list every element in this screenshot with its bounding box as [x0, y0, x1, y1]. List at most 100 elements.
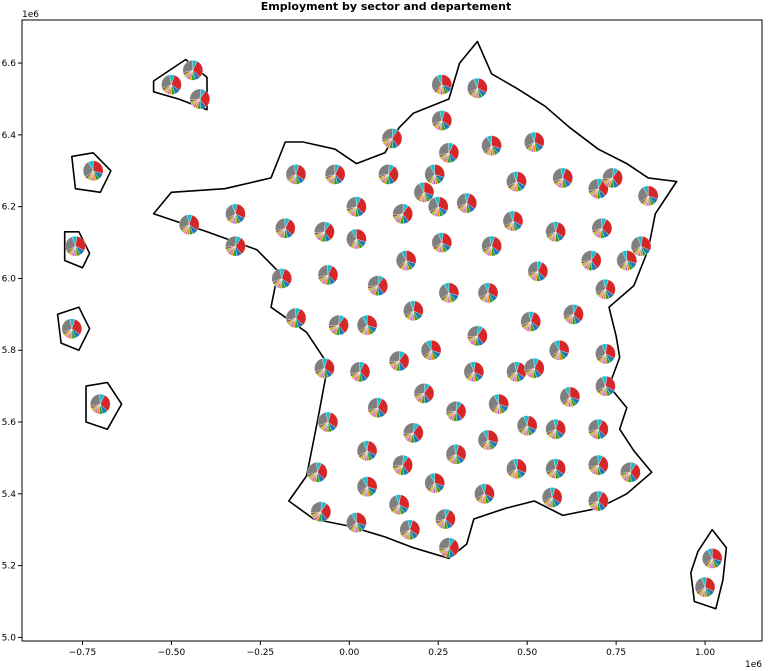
pie-chart [367, 275, 388, 296]
pie-chart [581, 250, 602, 271]
pie-chart [403, 422, 424, 443]
pie-chart [488, 393, 509, 415]
pie-chart [516, 415, 538, 436]
pie-slice [560, 167, 566, 178]
pie-chart [285, 164, 307, 185]
pie-slice [235, 236, 242, 247]
pie-slice [362, 314, 368, 326]
pie-slice [231, 203, 238, 215]
island-outline [152, 58, 208, 111]
pie-slice [391, 128, 398, 139]
pie-chart [90, 393, 111, 415]
pie-slice [514, 361, 520, 372]
y-tick-label: 5.8 [2, 346, 17, 356]
island-outline [56, 306, 91, 351]
pie-chart [506, 458, 527, 479]
pie-chart [357, 476, 378, 497]
pie-slice [553, 419, 559, 430]
pie-slice [418, 182, 425, 193]
pie-slice [199, 88, 206, 100]
pie-slice [630, 462, 637, 473]
x-offset-label: 1e6 [745, 660, 762, 670]
pie-chart [392, 203, 413, 224]
pie-slice [470, 361, 476, 372]
pie-chart [694, 577, 716, 598]
pie-chart [588, 178, 609, 199]
pie-slice [351, 512, 357, 523]
pie-slice [99, 393, 105, 405]
pie-chart [481, 135, 502, 156]
pie-chart [328, 315, 349, 336]
pie-slice [388, 164, 395, 175]
pie-chart [346, 228, 367, 250]
pie-slice [553, 458, 559, 469]
pie-slice [402, 455, 409, 466]
pie-slice [493, 393, 499, 405]
pie-slice [327, 264, 333, 276]
pie-slice [701, 577, 707, 588]
pie-chart [445, 444, 467, 465]
pie-slice [509, 210, 515, 222]
pie-chart [549, 340, 570, 361]
pie-slice [489, 235, 495, 247]
x-tick-label: 0.50 [517, 648, 537, 658]
pie-chart [481, 235, 502, 257]
pie-chart [367, 397, 388, 418]
pie-slice [549, 487, 556, 498]
y-tick-label: 5.0 [2, 633, 17, 643]
pie-chart [506, 361, 527, 382]
pie-slice [473, 78, 480, 89]
pie-slice [707, 548, 713, 559]
pie-chart [424, 164, 445, 185]
pie-chart [314, 221, 335, 242]
pie-chart [314, 358, 335, 379]
pie-slice [530, 131, 536, 143]
pie-chart [317, 411, 339, 433]
x-tick-label: −0.50 [158, 648, 186, 658]
pie-chart [588, 454, 609, 476]
pie-chart [349, 361, 371, 382]
pie-slice [436, 74, 442, 85]
pie-chart [307, 462, 328, 483]
pie-chart [588, 419, 609, 440]
pie-slice [484, 282, 490, 294]
pie-slice [69, 318, 75, 330]
pie-slice [564, 386, 571, 397]
pie-chart [445, 401, 467, 422]
pie-slice [453, 444, 460, 455]
pie-chart [346, 512, 367, 533]
pie-chart [438, 142, 460, 163]
pie-slice [363, 440, 369, 452]
pie-slice [533, 358, 539, 369]
y-tick-label: 6.6 [2, 59, 17, 69]
pie-slice [464, 192, 470, 204]
pie-slice [601, 343, 608, 355]
x-tick-label: −0.25 [247, 648, 275, 658]
x-tick-label: 0.25 [428, 648, 448, 658]
y-tick-label: 6.4 [2, 131, 17, 141]
pie-slice [597, 454, 603, 466]
island-outline [63, 231, 91, 269]
pie-slice [601, 376, 608, 387]
pie-chart [389, 350, 410, 372]
pie-chart [83, 160, 104, 181]
pie-chart [317, 264, 339, 286]
pie-chart [524, 358, 545, 379]
pie-chart [225, 236, 246, 257]
pie-chart [431, 110, 452, 131]
pie-slice [429, 164, 435, 175]
pie-chart [428, 196, 449, 217]
pie-slice [293, 164, 300, 175]
pie-slice [480, 483, 487, 495]
pie-slice [477, 325, 484, 336]
pie-slice [537, 261, 543, 272]
x-tick-label: 0.00 [339, 648, 359, 658]
pie-slice [402, 203, 409, 215]
pie-slice [591, 250, 598, 261]
pie-slice [482, 429, 489, 441]
pie-slice [523, 415, 529, 427]
pie-slice [334, 164, 340, 175]
pie-slice [423, 383, 430, 394]
pie-slice [407, 519, 413, 530]
